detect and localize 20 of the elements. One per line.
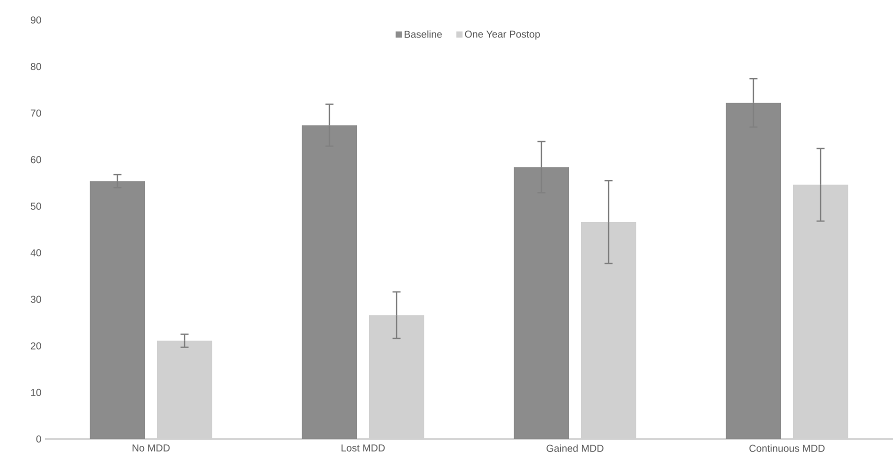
bar: [726, 102, 782, 439]
x-tick-label: Lost MDD: [342, 444, 385, 452]
bar: [90, 181, 145, 439]
y-tick-label: 90: [30, 16, 42, 24]
legend-label: One Year Postop: [464, 30, 540, 40]
x-tick-label: No MDD: [132, 444, 170, 452]
bar: [302, 125, 358, 439]
y-tick-label: 50: [30, 202, 42, 210]
y-tick-label: 0: [36, 435, 42, 443]
bar: [514, 167, 570, 439]
x-tick-label: Continuous MDD: [749, 444, 825, 452]
y-tick-label: 10: [31, 388, 42, 396]
y-tick-label: 30: [30, 296, 42, 303]
x-tick-label: Gained MDD: [546, 444, 604, 452]
y-tick-label: 80: [30, 63, 42, 70]
y-tick-label: 20: [30, 342, 42, 350]
y-tick-label: 40: [30, 249, 42, 256]
legend-label: Baseline: [404, 30, 442, 38]
y-tick-label: 70: [30, 110, 42, 117]
y-tick-label: 60: [30, 156, 42, 164]
